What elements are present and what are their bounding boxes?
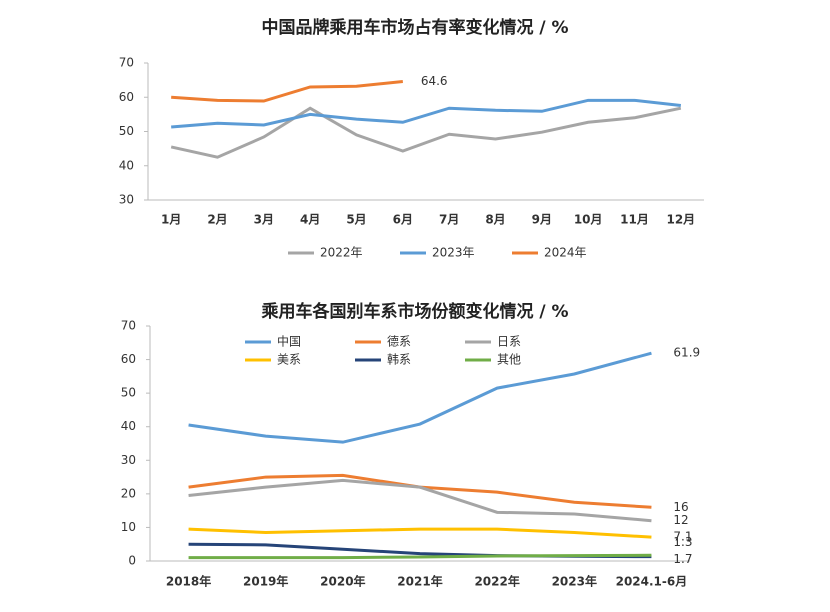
x-tick-label: 2024.1-6月 [616,575,688,589]
y-tick-label: 40 [119,158,134,172]
legend-label: 中国 [277,334,301,349]
data-label: 1.7 [673,552,692,566]
data-label: 12 [673,513,688,527]
x-tick-label: 7月 [439,213,459,227]
y-tick-label: 50 [121,386,136,400]
y-tick-label: 40 [121,419,136,433]
series-line [171,80,403,103]
x-tick-label: 11月 [620,213,649,227]
data-label: 64.6 [421,74,448,88]
data-label: 1.3 [673,535,692,549]
x-tick-label: 1月 [161,213,181,227]
x-tick-label: 2019年 [243,574,288,589]
x-tick-label: 6月 [393,213,413,227]
x-tick-label: 2018年 [166,574,211,589]
series-line [188,351,652,444]
y-tick-label: 30 [121,453,136,467]
y-tick-label: 10 [121,520,136,534]
series-line [170,106,682,159]
x-tick-label: 2021年 [397,574,442,589]
data-label: 61.9 [673,346,700,360]
x-tick-label: 2020年 [320,574,365,589]
x-tick-label: 3月 [254,213,274,227]
chart-title: 中国品牌乘用车市场占有率变化情况 / % [261,17,568,38]
legend-label: 德系 [387,334,411,349]
series-line [188,473,652,509]
legend-label: 2023年 [432,246,475,260]
y-tick-label: 60 [121,352,136,366]
legend-label: 2024年 [544,246,587,260]
data-label: 7.1 [673,530,692,544]
x-tick-label: 2023年 [552,574,597,589]
legend-label: 美系 [277,353,301,367]
x-tick-label: 9月 [532,213,552,227]
x-tick-label: 8月 [485,213,505,227]
x-tick-label: 5月 [346,213,366,227]
series-line [188,478,652,523]
x-tick-label: 2月 [207,213,227,227]
legend-label: 其他 [497,353,521,367]
y-tick-label: 0 [128,554,136,568]
series-line [171,98,681,129]
chart-title: 乘用车各国别车系市场份额变化情况 / % [260,301,568,322]
x-tick-label: 2022年 [474,574,519,589]
y-tick-label: 50 [119,124,134,138]
legend-label: 日系 [497,335,521,349]
y-tick-label: 20 [121,486,136,500]
legend-label: 韩系 [387,352,411,367]
y-tick-label: 70 [119,56,134,70]
series-line [188,553,652,560]
x-tick-label: 10月 [574,213,603,227]
y-tick-label: 60 [119,90,134,104]
x-tick-label: 4月 [300,213,320,227]
data-label: 16 [673,500,688,514]
x-tick-label: 12月 [666,213,695,227]
legend-label: 2022年 [320,246,363,260]
y-tick-label: 30 [119,193,134,207]
y-tick-label: 70 [121,319,136,333]
series-line [188,527,652,539]
